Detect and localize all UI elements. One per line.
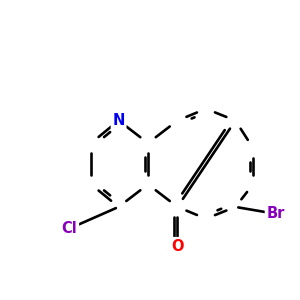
Text: Cl: Cl	[61, 221, 77, 236]
Text: N: N	[112, 113, 125, 128]
Text: Br: Br	[266, 206, 285, 221]
Text: O: O	[171, 239, 184, 254]
